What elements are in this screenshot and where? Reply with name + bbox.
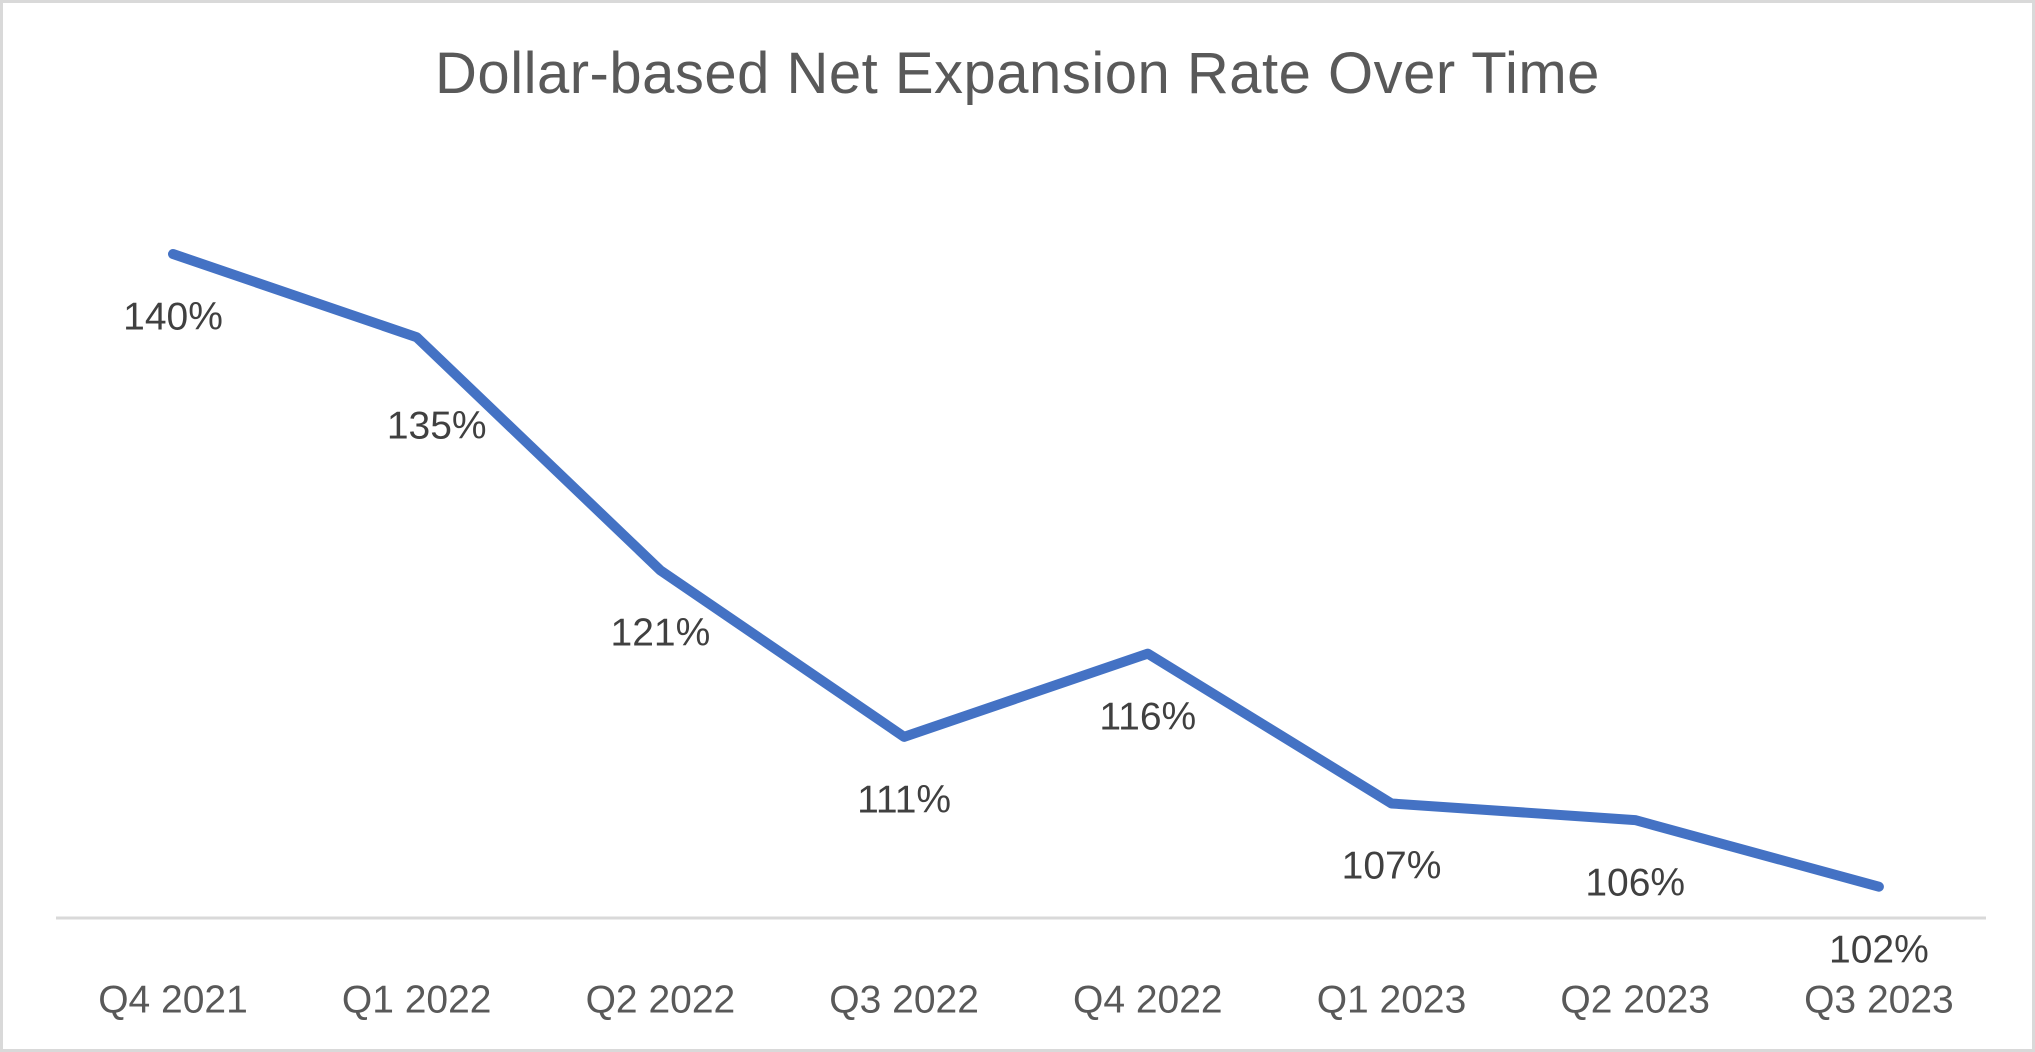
x-axis-label: Q4 2021	[98, 978, 248, 1022]
data-label: 106%	[1585, 861, 1686, 905]
data-label: 111%	[857, 778, 952, 822]
data-label: 121%	[610, 611, 711, 655]
x-axis-label: Q1 2022	[341, 978, 492, 1022]
x-axis-label: Q4 2022	[1072, 978, 1223, 1022]
x-axis-label: Q1 2023	[1316, 978, 1467, 1022]
data-label: 107%	[1341, 844, 1442, 888]
x-axis-label: Q2 2023	[1560, 978, 1710, 1022]
plot-area	[56, 249, 1986, 920]
series-line	[168, 249, 1884, 892]
chart-title: Dollar-based Net Expansion Rate Over Tim…	[435, 41, 1600, 106]
data-label: 102%	[1829, 928, 1929, 972]
x-axis-label: Q2 2022	[585, 978, 736, 1022]
x-axis-label: Q3 2022	[829, 978, 979, 1022]
x-axis-label: Q3 2023	[1804, 978, 1954, 1022]
data-label: 116%	[1099, 695, 1197, 739]
data-label: 140%	[123, 295, 223, 339]
data-label: 135%	[386, 404, 487, 448]
